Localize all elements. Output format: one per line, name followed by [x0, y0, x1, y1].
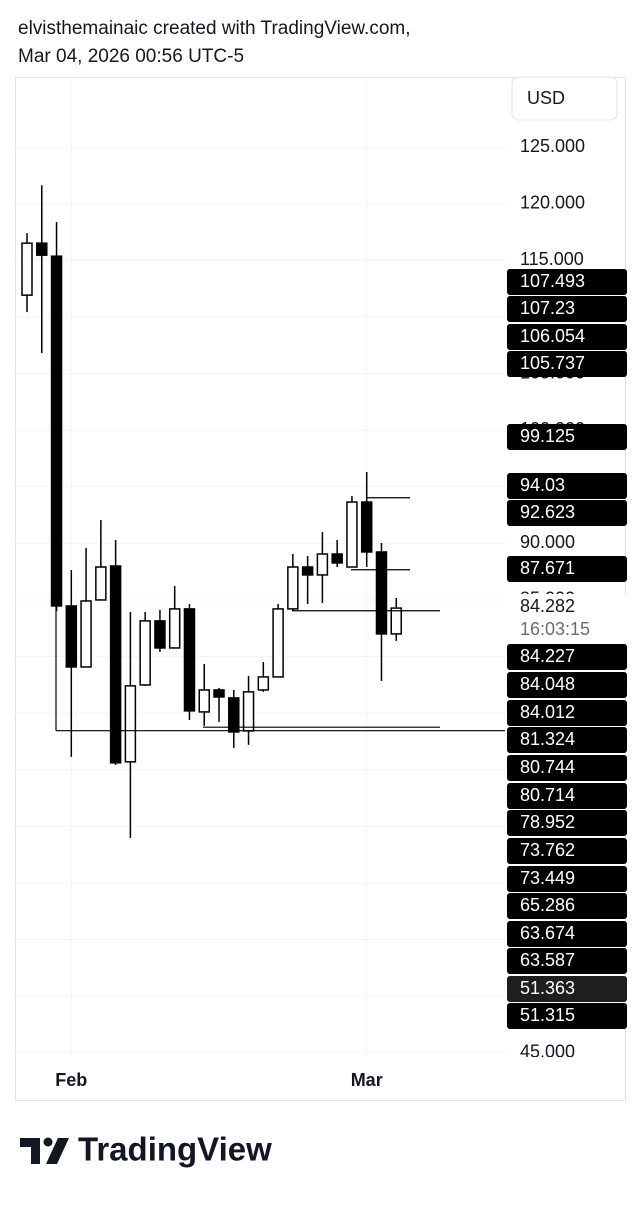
candle-body	[301, 566, 314, 576]
price-badge	[507, 351, 627, 377]
candle-body	[346, 501, 358, 568]
price-badge-label: 84.012	[520, 702, 575, 722]
candle-body	[154, 620, 166, 649]
y-tick-label: 45.000	[520, 1041, 575, 1061]
price-badge-label: 105.737	[520, 353, 585, 373]
brand: TradingView	[78, 1131, 272, 1168]
price-badge-label: 51.315	[520, 1005, 575, 1025]
current-price: 84.282	[520, 596, 575, 616]
price-badge-label: 107.23	[520, 298, 575, 318]
price-badge-label: 78.952	[520, 812, 575, 832]
y-tick-label: 115.000	[520, 249, 584, 269]
price-badge	[507, 838, 627, 864]
header-line: elvisthemainaic created with TradingView…	[18, 18, 411, 39]
price-badge	[507, 269, 627, 295]
price-badge	[507, 866, 627, 892]
candle-body	[109, 565, 122, 764]
candle-body	[21, 242, 33, 296]
candle-body	[331, 553, 343, 564]
price-labels: 107.493 107.23 106.054 105.737 99.125 94.03 92…	[507, 269, 627, 1029]
price-badge	[507, 893, 627, 919]
candle-body	[257, 676, 270, 691]
price-badge-label: 65.286	[520, 895, 575, 915]
candle-body	[65, 605, 78, 668]
candles	[21, 185, 505, 838]
x-tick-label: Feb	[55, 1070, 87, 1090]
price-badge-label: 92.623	[520, 502, 575, 522]
countdown: 16:03:15	[520, 619, 590, 639]
candle-body	[360, 501, 373, 553]
x-tick-label: Mar	[351, 1070, 383, 1090]
y-tick-label: 125.000	[520, 136, 585, 156]
price-badge	[507, 976, 627, 1002]
price-badge	[507, 296, 627, 322]
candle-body	[124, 685, 137, 763]
price-badge-label: 73.449	[520, 868, 575, 888]
candle-body	[242, 691, 255, 732]
candle-body	[272, 608, 284, 678]
candle-body	[168, 608, 181, 649]
price-badge	[507, 755, 627, 781]
logo: TradingView	[20, 1131, 272, 1168]
price-badge-label: 73.762	[520, 840, 575, 860]
price-badge	[507, 700, 627, 726]
price-badge	[507, 556, 627, 582]
candle-body	[36, 242, 48, 256]
price-badge-label: 63.674	[520, 923, 575, 943]
price-badge	[507, 727, 627, 753]
price-badge	[507, 1003, 627, 1029]
price-badge-label: 84.227	[520, 646, 575, 666]
price-badge-label: 81.324	[520, 729, 575, 749]
candle-body	[183, 608, 196, 712]
price-badge-label: 63.587	[520, 950, 575, 970]
price-badge-label: 84.048	[520, 674, 575, 694]
candle-body	[390, 607, 402, 635]
header-line: Mar 04, 2026 00:56 UTC-5	[18, 46, 244, 67]
candle-body	[316, 553, 329, 576]
candle-body	[95, 566, 107, 601]
price-badge-label: 80.714	[520, 785, 575, 805]
currency[interactable]: USD	[527, 88, 565, 108]
logo-mark	[46, 1138, 69, 1164]
price-badge-label: 94.03	[520, 475, 565, 495]
y-tick-label: 120.000	[520, 193, 585, 213]
price-badge-label: 87.671	[520, 558, 575, 578]
price-badge	[507, 473, 627, 499]
logo-mark	[20, 1138, 40, 1164]
candle-body	[80, 600, 92, 668]
price-badge	[507, 500, 627, 526]
candle-body	[139, 620, 151, 686]
price-badge	[507, 672, 627, 698]
price-badge-label: 107.493	[520, 271, 585, 291]
candle-body	[213, 689, 225, 698]
candle-body	[375, 551, 388, 635]
price-badge	[507, 921, 627, 947]
candle-body	[228, 697, 240, 733]
grid	[15, 77, 505, 1055]
candle-body	[287, 566, 299, 610]
chart-frame	[15, 77, 626, 1101]
price-badge	[507, 810, 627, 836]
current-price-badge	[507, 594, 627, 642]
price-badge	[507, 644, 627, 670]
logo-mark	[43, 1137, 53, 1147]
candle-body	[50, 255, 63, 607]
price-badge	[507, 948, 627, 974]
y-tick-label: 90.000	[520, 532, 575, 552]
candle-body	[198, 689, 210, 713]
currency-button[interactable]	[511, 76, 618, 121]
price-badge-label: 106.054	[520, 326, 585, 346]
price-badge	[507, 783, 627, 809]
price-badge	[507, 424, 627, 450]
price-badge	[507, 324, 627, 350]
price-badge-label: 80.744	[520, 757, 575, 777]
price-badge-label: 99.125	[520, 426, 575, 446]
price-badge-label: 51.363	[520, 978, 575, 998]
